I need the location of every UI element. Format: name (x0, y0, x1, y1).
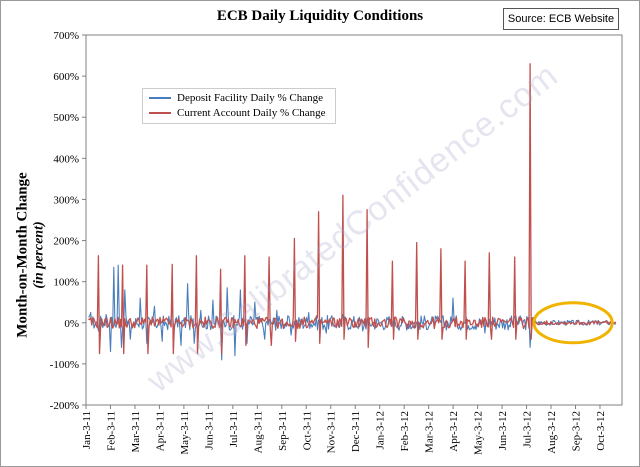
x-tick-label: Jul-3-11 (228, 411, 240, 447)
x-tick-label: Jun-3-12 (497, 411, 509, 450)
x-tick-label: Aug-3-11 (252, 411, 264, 453)
x-tick-label: Aug-3-12 (546, 411, 558, 454)
highlight-ellipse (532, 301, 614, 345)
y-tick-label: 500% (53, 112, 79, 124)
x-tick-label: Jul-3-12 (522, 411, 534, 448)
source-label: Source: ECB Website (503, 8, 619, 30)
x-tick-label: May-3-11 (179, 411, 191, 455)
chart-legend: Deposit Facility Daily % Change Current … (142, 88, 336, 124)
x-tick-label: Jun-3-11 (203, 411, 215, 450)
y-tick-label: 600% (53, 71, 79, 83)
y-tick-label: 400% (53, 153, 79, 165)
x-tick-label: Jan-3-11 (81, 411, 93, 449)
legend-label-current: Current Account Daily % Change (177, 107, 326, 119)
x-tick-label: Oct-3-12 (595, 411, 607, 451)
x-tick-label: Mar-3-11 (130, 411, 142, 453)
y-tick-label: 0% (64, 318, 79, 330)
y-tick-label: -200% (50, 400, 79, 412)
legend-item-current: Current Account Daily % Change (149, 106, 325, 121)
legend-label-deposit: Deposit Facility Daily % Change (177, 92, 324, 104)
chart-title: ECB Daily Liquidity Conditions (216, 8, 424, 24)
plot-area (85, 34, 623, 406)
series-line-current (88, 63, 617, 355)
legend-swatch-deposit (149, 97, 171, 100)
y-tick-label: 100% (53, 277, 79, 289)
x-tick-label: Feb-3-11 (105, 411, 117, 451)
y-tick-label: 200% (53, 236, 79, 248)
x-tick-label: Sep-3-11 (277, 411, 289, 451)
series-line-deposit (88, 264, 617, 361)
y-tick-label: 700% (53, 30, 79, 42)
x-tick-label: Sep-3-12 (570, 411, 582, 451)
y-tick-label: -100% (50, 359, 79, 371)
x-tick-label: Nov-3-11 (326, 411, 338, 453)
legend-swatch-current (149, 112, 171, 115)
x-tick-label: Feb-3-12 (399, 411, 411, 451)
x-tick-label: Mar-3-12 (424, 411, 436, 453)
legend-item-deposit: Deposit Facility Daily % Change (149, 91, 323, 106)
x-tick-label: Oct-3-11 (301, 411, 313, 450)
x-tick-label: Dec-3-11 (350, 411, 362, 452)
x-tick-label: Apr-3-12 (448, 411, 460, 452)
x-tick-label: Jan-3-12 (375, 411, 387, 450)
y-tick-label: 300% (53, 194, 79, 206)
x-tick-label: Apr-3-11 (154, 411, 166, 451)
x-tick-label: May-3-12 (473, 411, 485, 455)
